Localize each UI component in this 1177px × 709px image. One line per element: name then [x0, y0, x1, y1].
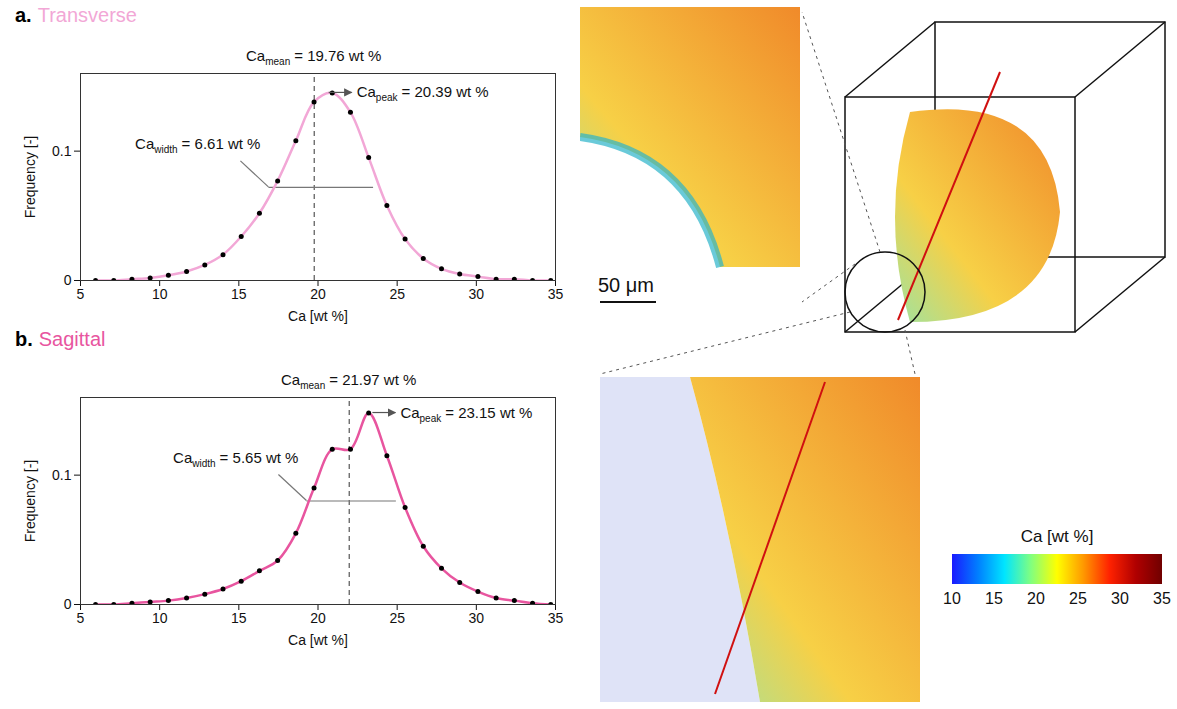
svg-text:50 μm: 50 μm: [598, 274, 654, 296]
svg-text:15: 15: [231, 610, 247, 626]
svg-text:Frequency [-]: Frequency [-]: [22, 460, 38, 542]
svg-text:30: 30: [469, 610, 485, 626]
svg-text:15: 15: [985, 590, 1003, 607]
svg-text:Cawidth= 6.61 wt %: Cawidth= 6.61 wt %: [135, 135, 260, 155]
svg-text:Capeak= 23.15 wt %: Capeak= 23.15 wt %: [400, 404, 532, 424]
svg-text:20: 20: [310, 610, 326, 626]
html-text:a. Transverse: a. Transverse: [15, 4, 137, 26]
svg-text:30: 30: [469, 286, 485, 302]
svg-text:Frequency [-]: Frequency [-]: [22, 136, 38, 218]
svg-text:20: 20: [310, 286, 326, 302]
svg-text:0: 0: [64, 272, 72, 288]
svg-text:Ca [wt %]: Ca [wt %]: [288, 632, 348, 648]
svg-text:Camean= 19.76 wt %: Camean= 19.76 wt %: [246, 47, 381, 67]
svg-text:35: 35: [548, 286, 564, 302]
svg-text:5: 5: [77, 610, 85, 626]
svg-text:10: 10: [152, 286, 168, 302]
svg-text:25: 25: [1069, 590, 1087, 607]
svg-text:30: 30: [1111, 590, 1129, 607]
svg-text:25: 25: [389, 286, 405, 302]
svg-text:35: 35: [548, 610, 564, 626]
svg-text:10: 10: [152, 610, 168, 626]
svg-text:15: 15: [231, 286, 247, 302]
html-text:b. Sagittal: b. Sagittal: [15, 328, 106, 350]
svg-text:0.1: 0.1: [52, 467, 72, 483]
svg-text:5: 5: [77, 286, 85, 302]
svg-text:Ca [wt %]: Ca [wt %]: [1021, 527, 1094, 546]
svg-text:10: 10: [943, 590, 961, 607]
svg-text:Ca [wt %]: Ca [wt %]: [288, 308, 348, 324]
svg-text:0: 0: [64, 596, 72, 612]
svg-text:Cawidth= 5.65 wt %: Cawidth= 5.65 wt %: [173, 449, 298, 469]
svg-text:35: 35: [1153, 590, 1171, 607]
svg-text:Camean= 21.97 wt %: Camean= 21.97 wt %: [281, 371, 416, 391]
svg-text:0.1: 0.1: [52, 143, 72, 159]
svg-text:Capeak= 20.39 wt %: Capeak= 20.39 wt %: [357, 83, 489, 103]
svg-text:25: 25: [389, 610, 405, 626]
svg-text:20: 20: [1027, 590, 1045, 607]
